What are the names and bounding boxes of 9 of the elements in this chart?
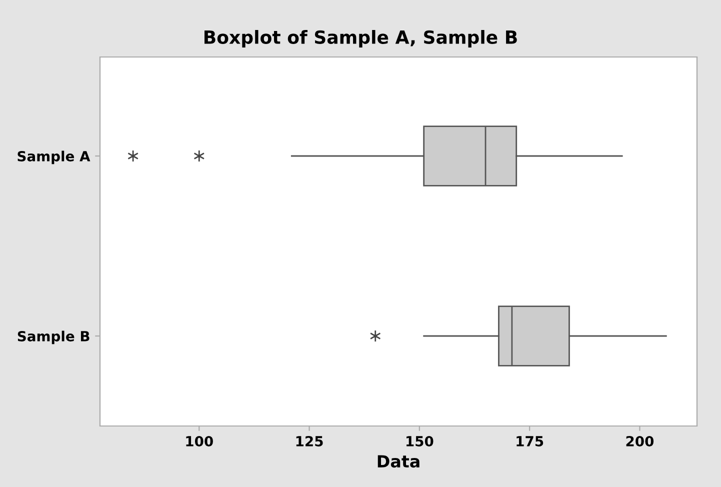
x-tick-label: 150 <box>406 436 434 446</box>
x-tick-label: 100 <box>186 436 213 446</box>
chart-title: Boxplot of Sample A, Sample B <box>204 30 517 48</box>
x-tick-label: 175 <box>516 436 544 446</box>
y-tick-label: Sample B <box>18 330 90 344</box>
x-tick-label: 200 <box>626 436 654 446</box>
y-tick-label: Sample A <box>18 150 90 164</box>
x-axis-title: Data <box>378 455 420 468</box>
x-tick-label: 125 <box>296 436 323 446</box>
